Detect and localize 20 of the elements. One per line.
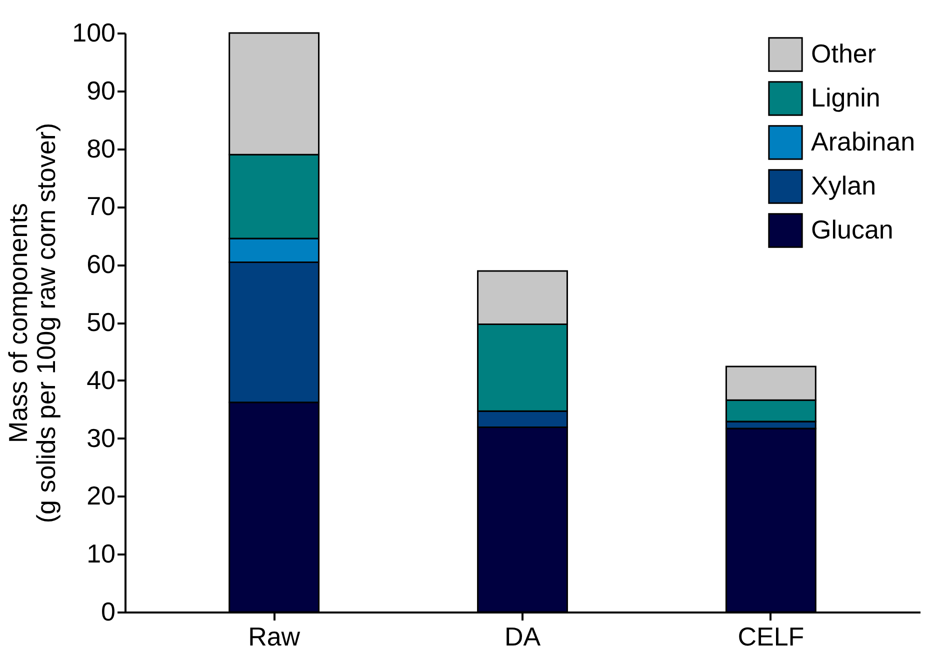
- x-tick-label: CELF: [738, 622, 804, 652]
- y-tick-label: 20: [86, 480, 116, 511]
- y-tick-label: 10: [86, 538, 116, 569]
- legend-label: Lignin: [811, 82, 880, 112]
- y-tick-label: 70: [86, 191, 116, 222]
- y-tick-label: 0: [101, 596, 116, 626]
- legend-label: Other: [811, 38, 876, 68]
- y-tick-label: 40: [86, 364, 116, 395]
- y-tick-label: 30: [86, 422, 116, 453]
- legend-label: Glucan: [811, 214, 894, 244]
- legend-label: Xylan: [811, 170, 876, 200]
- y-tick-label: 60: [86, 249, 116, 280]
- y-tick-label: 80: [86, 133, 116, 164]
- y-tick-label: 100: [72, 18, 116, 48]
- y-axis-title: Mass of components (g solids per 100g raw corn stover): [3, 122, 62, 524]
- y-tick-label: 50: [86, 307, 116, 337]
- y-tick-label: 90: [86, 75, 116, 106]
- x-tick-label: DA: [504, 622, 542, 652]
- x-tick-label: Raw: [248, 622, 300, 652]
- legend-label: Arabinan: [811, 126, 916, 156]
